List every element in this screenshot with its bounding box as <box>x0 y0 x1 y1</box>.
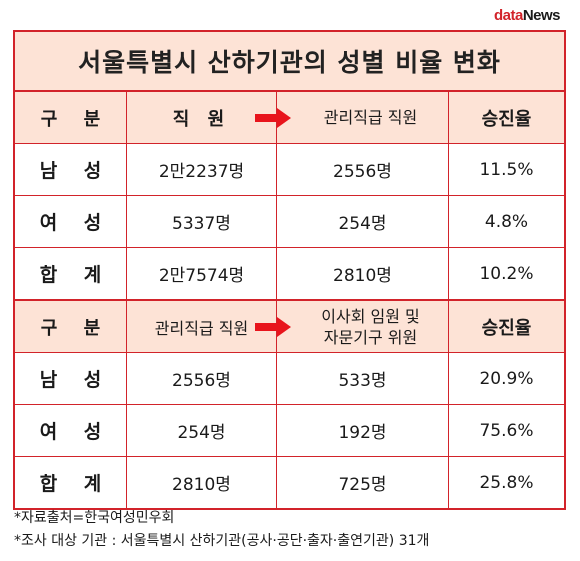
header-managers-label: 관리직급 직원 <box>323 108 418 127</box>
table-title: 서울특별시 산하기관의 성별 비율 변화 <box>15 32 564 92</box>
header-cell-category: 구 분 <box>15 92 127 143</box>
source-note: *자료출처=한국여성민우회 <box>14 510 175 526</box>
row-label-cell: 합 계 <box>15 248 127 299</box>
managers-value: 2556명 <box>127 353 277 404</box>
promotion-rate-value: 25.8% <box>479 472 534 493</box>
promotion-rate-value: 10.2% <box>479 263 534 284</box>
header-cell-managers: 관리직급 직원 <box>255 92 449 143</box>
footnotes: *자료출처=한국여성민우회 *조사 대상 기관 : 서울특별시 산하기관(공사·… <box>14 507 429 553</box>
right-arrow-icon <box>255 316 291 337</box>
row-label: 남 성 <box>39 369 112 391</box>
header-cell-board-members: 이사회 임원 및 자문기구 위원 <box>255 301 449 352</box>
managers-value: 254명 <box>277 196 449 247</box>
board-members-value: 192명 <box>277 405 449 456</box>
promotion-rate-value: 11.5% <box>479 159 534 180</box>
managers-value: 254명 <box>127 405 277 456</box>
row-label: 합 계 <box>39 473 112 495</box>
board-members-value: 533명 <box>277 353 449 404</box>
section2-header-row: 구 분 관리직급 직원 이사회 임원 및 자문기구 위원 승진율 <box>15 301 564 353</box>
header-board-label: 이사회 임원 및 자문기구 위원 <box>305 306 420 348</box>
header-category-label: 구 분 <box>40 108 111 130</box>
row-label-cell: 남 성 <box>15 353 127 404</box>
row-label: 합 계 <box>39 264 112 286</box>
header-employees-label: 직 원 <box>172 108 231 130</box>
gender-ratio-table: 서울특별시 산하기관의 성별 비율 변화 구 분 직 원 관리직급 직원 승진율… <box>13 30 566 510</box>
row-label-cell: 합 계 <box>15 457 127 508</box>
header-managers-label: 관리직급 직원 <box>154 318 249 338</box>
row-label-cell: 남 성 <box>15 144 127 195</box>
row-label: 여 성 <box>39 421 112 443</box>
scope-note: *조사 대상 기관 : 서울특별시 산하기관(공사·공단·출자·출연기관) 31… <box>14 533 430 549</box>
header-board-line1: 이사회 임원 및 <box>321 306 420 326</box>
logo-part-news: News <box>522 7 561 24</box>
table-row: 합 계 2만7574명 2810명 10.2% <box>15 248 564 301</box>
employees-value: 2만2237명 <box>127 144 277 195</box>
header-promotion-label: 승진율 <box>481 317 532 339</box>
header-cell-promotion-rate: 승진율 <box>449 92 564 143</box>
managers-value: 2556명 <box>277 144 449 195</box>
row-label-cell: 여 성 <box>15 405 127 456</box>
right-arrow-icon <box>255 107 291 128</box>
table-row: 남 성 2만2237명 2556명 11.5% <box>15 144 564 196</box>
header-promotion-label: 승진율 <box>481 108 532 130</box>
header-board-line2: 자문기구 위원 <box>323 327 418 347</box>
row-label-cell: 여 성 <box>15 196 127 247</box>
header-category-label: 구 분 <box>40 317 111 339</box>
header-cell-category: 구 분 <box>15 301 127 352</box>
table-row: 여 성 5337명 254명 4.8% <box>15 196 564 248</box>
employees-value: 5337명 <box>127 196 277 247</box>
logo-part-data: data <box>493 7 523 24</box>
row-label: 여 성 <box>39 212 112 234</box>
promotion-rate-value: 75.6% <box>479 420 534 441</box>
promotion-rate-value: 4.8% <box>484 211 529 232</box>
promotion-rate-value: 20.9% <box>479 368 534 389</box>
table-row: 합 계 2810명 725명 25.8% <box>15 457 564 508</box>
managers-value: 2810명 <box>127 457 277 508</box>
row-label: 남 성 <box>39 160 112 182</box>
datanews-logo: dataNews <box>493 7 561 24</box>
table-row: 남 성 2556명 533명 20.9% <box>15 353 564 405</box>
section1-header-row: 구 분 직 원 관리직급 직원 승진율 <box>15 92 564 144</box>
employees-value: 2만7574명 <box>127 248 277 299</box>
board-members-value: 725명 <box>277 457 449 508</box>
managers-value: 2810명 <box>277 248 449 299</box>
header-cell-promotion-rate: 승진율 <box>449 301 564 352</box>
table-row: 여 성 254명 192명 75.6% <box>15 405 564 457</box>
